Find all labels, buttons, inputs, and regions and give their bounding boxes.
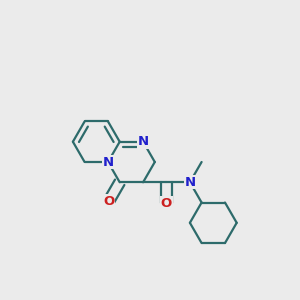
Text: N: N: [137, 135, 149, 148]
Text: N: N: [102, 155, 114, 169]
Text: N: N: [184, 176, 196, 189]
Text: O: O: [103, 195, 114, 208]
Text: O: O: [161, 197, 172, 210]
